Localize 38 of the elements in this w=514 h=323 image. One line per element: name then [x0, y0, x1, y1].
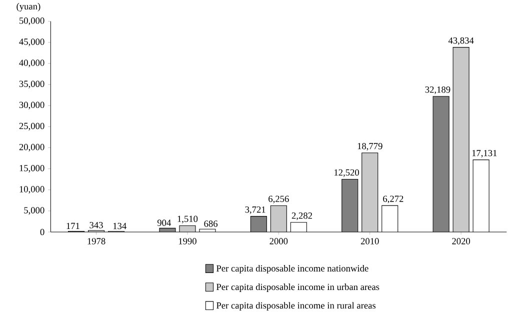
data-label: 43,834: [448, 37, 474, 46]
y-tick-label: 35,000: [19, 80, 44, 88]
legend-label: Per capita disposable income nationwide: [216, 264, 368, 274]
bar: [342, 179, 358, 232]
y-tick-label: 20,000: [19, 144, 44, 152]
bar: [432, 96, 450, 232]
y-tick-label: 25,000: [19, 122, 44, 130]
legend-label: Per capita disposable income in urban areas: [216, 284, 380, 292]
data-label: 686: [204, 220, 218, 227]
data-label: 3,721: [245, 206, 266, 214]
x-tick-label: 2000: [270, 238, 288, 244]
y-tick-label: 0: [40, 228, 44, 236]
x-tick-label: 1990: [178, 238, 196, 244]
bar: [250, 216, 267, 232]
data-label: 32,189: [425, 86, 450, 94]
y-tick-label: 10,000: [20, 186, 44, 194]
y-tick-label: 50,000: [20, 18, 44, 26]
data-label: 1,510: [178, 216, 198, 224]
data-label: 904: [157, 220, 171, 226]
data-label: 134: [113, 222, 126, 230]
data-label: 343: [90, 222, 103, 228]
y-axis-title: (yuan): [16, 2, 40, 12]
x-tick-label: 2010: [360, 238, 379, 244]
data-label: 2,282: [292, 212, 312, 220]
legend-label: Per capita disposable income in rural areas: [216, 302, 376, 311]
data-label: 171: [66, 222, 80, 229]
data-label: 17,131: [472, 150, 497, 158]
y-tick-label: 45,000: [19, 38, 44, 46]
data-label: 12,520: [334, 169, 360, 177]
y-tick-label: 15,000: [20, 164, 44, 173]
x-tick-label: 2020: [452, 238, 470, 244]
data-label: 6,256: [268, 196, 289, 204]
y-tick-label: 40,000: [19, 60, 44, 68]
x-tick-label: 1978: [88, 238, 106, 244]
y-tick-label: 30,000: [19, 102, 44, 110]
data-label: 6,272: [383, 196, 404, 204]
data-label: 18,779: [358, 142, 382, 151]
y-tick-label: 5,000: [24, 207, 44, 215]
